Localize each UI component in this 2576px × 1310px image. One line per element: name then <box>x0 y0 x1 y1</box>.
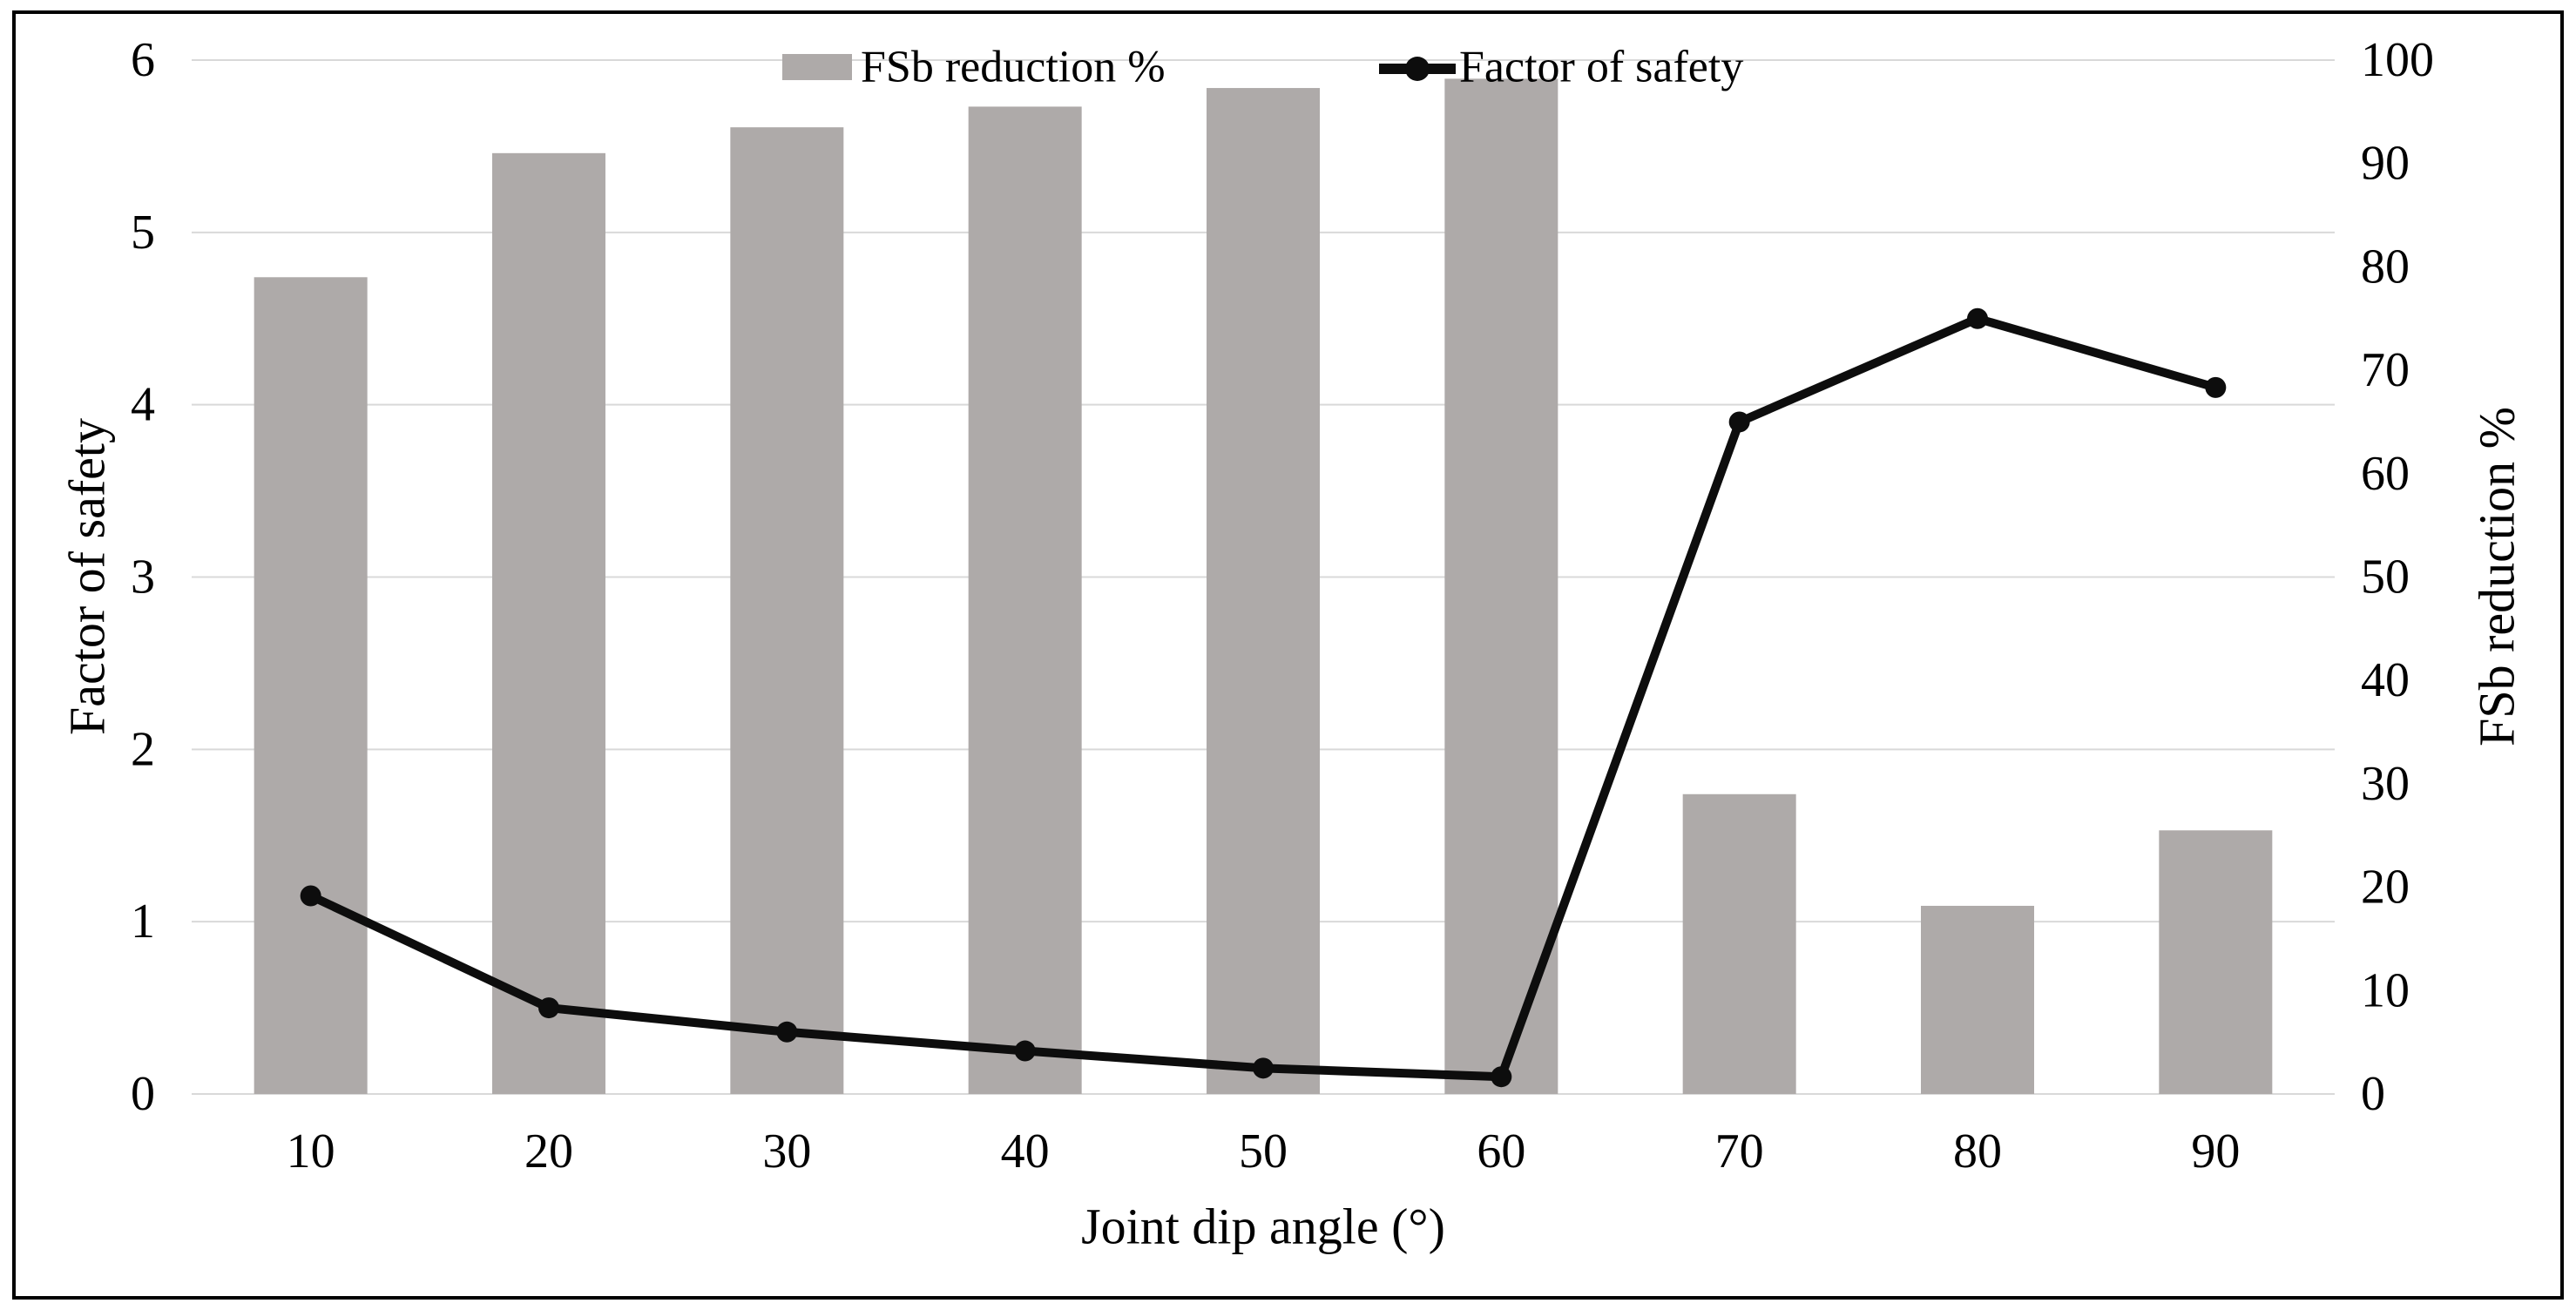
x-tick-80: 80 <box>1953 1124 2002 1178</box>
bar-40 <box>968 106 1082 1094</box>
x-axis-tick-labels: 10 20 30 40 50 60 70 80 90 <box>287 1124 2241 1178</box>
right-tick-70: 70 <box>2361 343 2410 397</box>
bar-20 <box>492 152 605 1095</box>
left-tick-6: 6 <box>131 33 155 87</box>
legend: FSb reduction % Factor of safety <box>782 43 1743 92</box>
left-tick-4: 4 <box>131 378 155 432</box>
left-tick-0: 0 <box>131 1067 155 1121</box>
line-series-factor-of-safety <box>300 307 2227 1088</box>
x-tick-70: 70 <box>1715 1124 1764 1178</box>
right-tick-80: 80 <box>2361 240 2410 294</box>
x-axis-title: Joint dip angle (°) <box>1081 1199 1445 1255</box>
line-marker-40 <box>1014 1040 1036 1062</box>
bar-10 <box>254 277 368 1094</box>
right-axis-title: FSb reduction % <box>2469 407 2525 746</box>
legend-bar-swatch-icon <box>782 54 852 80</box>
legend-dot-icon <box>1405 57 1430 81</box>
left-tick-3: 3 <box>131 550 155 604</box>
line-marker-80 <box>1967 307 1988 329</box>
line-marker-90 <box>2205 376 2227 398</box>
right-tick-0: 0 <box>2361 1067 2385 1121</box>
bar-30 <box>730 127 844 1094</box>
right-tick-20: 20 <box>2361 861 2410 915</box>
legend-label-fsb-reduction: FSb reduction % <box>861 43 1166 92</box>
right-tick-30: 30 <box>2361 757 2410 811</box>
x-tick-90: 90 <box>2191 1124 2240 1178</box>
x-tick-20: 20 <box>524 1124 573 1178</box>
line-marker-70 <box>1728 411 1750 433</box>
x-tick-60: 60 <box>1477 1124 1525 1178</box>
line-marker-50 <box>1253 1057 1274 1079</box>
left-tick-2: 2 <box>131 722 155 776</box>
legend-label-factor-of-safety: Factor of safety <box>1459 43 1743 92</box>
x-tick-50: 50 <box>1239 1124 1288 1178</box>
line-marker-20 <box>538 997 559 1019</box>
bar-50 <box>1207 88 1320 1095</box>
right-tick-10: 10 <box>2361 963 2410 1017</box>
right-tick-100: 100 <box>2361 33 2434 87</box>
left-axis-title: Factor of safety <box>59 418 116 735</box>
right-tick-90: 90 <box>2361 137 2410 191</box>
line-marker-60 <box>1491 1066 1512 1088</box>
left-tick-1: 1 <box>131 895 155 949</box>
x-tick-30: 30 <box>762 1124 811 1178</box>
right-tick-60: 60 <box>2361 447 2410 501</box>
right-tick-40: 40 <box>2361 653 2410 707</box>
line-marker-10 <box>300 885 321 907</box>
bar-60 <box>1444 78 1558 1095</box>
right-tick-50: 50 <box>2361 550 2410 604</box>
bar-80 <box>1921 905 2034 1094</box>
bar-series-fsb-reduction <box>254 78 2273 1095</box>
right-axis-tick-labels: 0 10 20 30 40 50 60 70 80 90 100 <box>2361 33 2434 1121</box>
x-tick-10: 10 <box>287 1124 335 1178</box>
bar-70 <box>1682 793 1796 1094</box>
left-axis-tick-labels: 0 1 2 3 4 5 6 <box>131 33 155 1121</box>
bar-90 <box>2159 830 2273 1094</box>
x-tick-40: 40 <box>1001 1124 1050 1178</box>
line-marker-30 <box>776 1021 798 1043</box>
left-tick-5: 5 <box>131 206 155 260</box>
